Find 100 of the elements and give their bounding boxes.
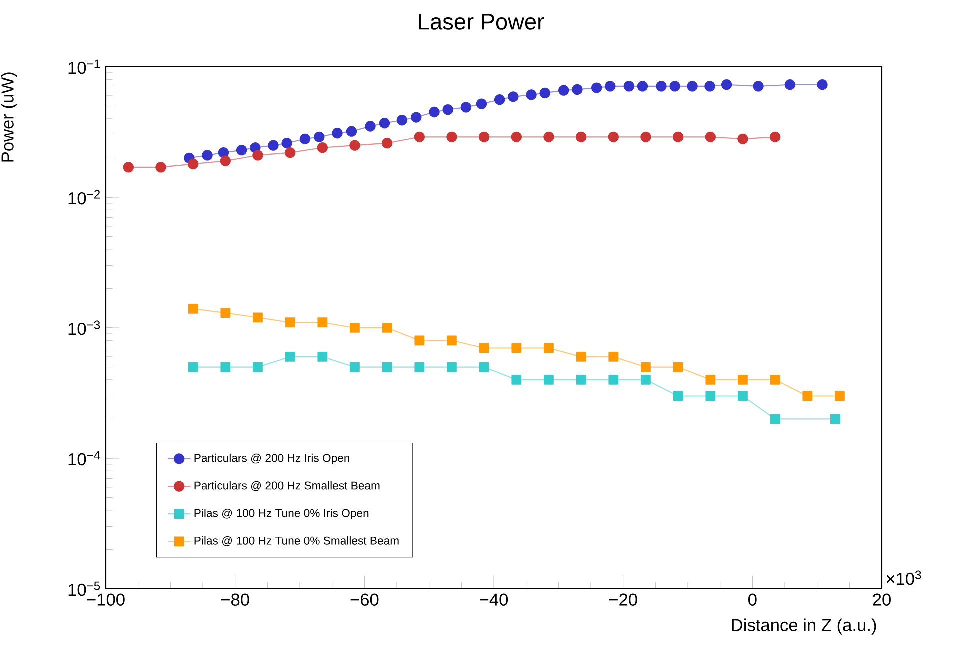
y-tick-label: 10$^{−1}$: [68, 60, 100, 74]
point: [350, 323, 360, 333]
x-tick-label: 20: [873, 594, 891, 606]
point: [704, 81, 716, 92]
point: [447, 362, 457, 372]
point: [540, 88, 550, 99]
point: [738, 374, 748, 385]
point: [411, 112, 422, 123]
point: [478, 132, 490, 142]
point: [670, 81, 680, 92]
x-tick-label: 0: [748, 594, 757, 606]
point: [314, 132, 325, 142]
x-tick-label: −100: [87, 594, 125, 606]
point: [188, 158, 199, 170]
point: [526, 90, 537, 100]
point: [382, 362, 392, 372]
point: [738, 391, 748, 402]
point: [784, 80, 796, 90]
point: [641, 362, 651, 372]
point: [382, 138, 393, 149]
point: [624, 81, 634, 92]
x-tick-label: −20: [609, 594, 638, 606]
point: [414, 362, 425, 372]
point: [706, 374, 716, 385]
point: [608, 374, 619, 385]
point: [706, 391, 716, 402]
x-axis-title: Distance in Z (a.u.): [732, 618, 876, 635]
point: [253, 362, 263, 372]
point: [300, 134, 311, 144]
point: [770, 374, 780, 385]
point: [236, 144, 248, 156]
point: [687, 81, 698, 92]
point: [285, 352, 296, 362]
point: [285, 318, 296, 328]
point: [156, 162, 166, 173]
point: [220, 362, 231, 372]
point: [188, 362, 198, 372]
point: [640, 132, 652, 142]
point: [544, 343, 554, 354]
y-tick-label: 10$^{−2}$: [68, 190, 100, 205]
point: [220, 156, 231, 166]
point: [382, 323, 392, 333]
point: [656, 81, 667, 92]
point: [576, 132, 587, 142]
point: [202, 150, 213, 161]
point: [802, 391, 813, 402]
point: [317, 142, 328, 154]
point: [673, 362, 684, 372]
point: [641, 374, 651, 385]
point: [817, 80, 828, 90]
point: [572, 84, 583, 96]
x-tick-label: −60: [350, 594, 379, 606]
point: [414, 132, 425, 142]
point: [608, 352, 619, 362]
point: [494, 94, 506, 106]
point: [346, 126, 358, 137]
point: [318, 352, 328, 362]
y-tick-label: 10$^{−3}$: [68, 320, 100, 336]
point: [672, 132, 684, 142]
y-tick-label: 10$^{−4}$: [68, 451, 100, 466]
point: [268, 140, 279, 151]
point: [446, 132, 458, 142]
point: [429, 106, 440, 118]
point: [770, 414, 780, 424]
point: [460, 102, 472, 113]
point: [123, 162, 134, 173]
point: [442, 104, 454, 116]
point: [253, 312, 263, 323]
point: [591, 82, 602, 94]
point: [576, 352, 586, 362]
point: [605, 81, 616, 92]
point: [252, 150, 264, 161]
x-tick-label: −40: [480, 594, 508, 606]
point: [218, 147, 230, 158]
point: [544, 132, 554, 142]
point: [608, 132, 619, 142]
point: [770, 132, 781, 142]
point: [479, 362, 490, 372]
point: [544, 374, 554, 385]
point: [479, 343, 490, 354]
point: [332, 128, 343, 139]
point: [282, 138, 292, 149]
legend-label: Pilas @ 100 Hz Tune 0% Iris Open: [194, 508, 369, 520]
text: ×10$^{3}$: [886, 570, 922, 586]
point: [721, 80, 732, 90]
y-axis-title: Power (uW): [1, 72, 18, 162]
point: [576, 374, 586, 385]
point: [508, 92, 519, 102]
legend-label: Particulars @ 200 Hz Iris Open: [194, 454, 350, 464]
point: [705, 132, 716, 142]
point: [558, 85, 570, 96]
point: [738, 134, 748, 144]
point: [637, 81, 648, 92]
point: [511, 132, 522, 142]
legend-label: Pilas @ 100 Hz Tune 0% Smallest Beam: [194, 536, 399, 546]
point: [350, 140, 360, 151]
point: [830, 414, 840, 424]
chart-title: Laser Power: [419, 14, 544, 30]
point: [284, 147, 296, 158]
point: [318, 318, 328, 328]
